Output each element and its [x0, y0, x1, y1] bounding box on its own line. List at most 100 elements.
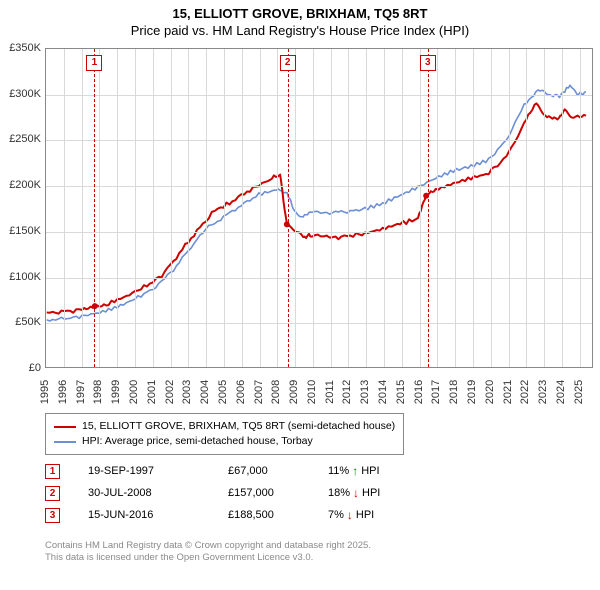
sales-row-diff-suffix: HPI: [362, 487, 380, 499]
x-tick-label: 2021: [502, 377, 514, 407]
sale-marker-line: [288, 49, 289, 367]
legend-item: HPI: Average price, semi-detached house,…: [54, 434, 395, 449]
y-tick-label: £350K: [1, 42, 41, 54]
x-gridline: [526, 49, 527, 367]
y-gridline: [46, 140, 592, 141]
x-gridline: [331, 49, 332, 367]
arrow-up-icon: ↑: [352, 464, 358, 478]
sales-row-price: £188,500: [228, 509, 328, 521]
y-tick-label: £100K: [1, 271, 41, 283]
x-gridline: [260, 49, 261, 367]
sales-row-diff: 7%↓HPI: [328, 508, 374, 522]
x-tick-label: 2022: [519, 377, 531, 407]
y-tick-label: £250K: [1, 133, 41, 145]
x-gridline: [455, 49, 456, 367]
x-tick-label: 2011: [324, 377, 336, 407]
sales-table: 119-SEP-1997£67,00011%↑HPI230-JUL-2008£1…: [45, 460, 380, 526]
x-gridline: [224, 49, 225, 367]
x-gridline: [402, 49, 403, 367]
x-tick-label: 2001: [146, 377, 158, 407]
chart-plot-area: 1 2 3: [45, 48, 593, 368]
sales-row-chip: 2: [45, 486, 60, 501]
sales-row: 119-SEP-1997£67,00011%↑HPI: [45, 460, 380, 482]
x-gridline: [384, 49, 385, 367]
x-tick-label: 2003: [181, 377, 193, 407]
legend-label: 15, ELLIOTT GROVE, BRIXHAM, TQ5 8RT (sem…: [82, 419, 395, 434]
y-tick-label: £0: [1, 362, 41, 374]
x-gridline: [437, 49, 438, 367]
sales-row-diff-pct: 7%: [328, 509, 344, 521]
footer-attribution: Contains HM Land Registry data © Crown c…: [45, 540, 371, 564]
sale-marker-line: [428, 49, 429, 367]
x-tick-label: 1997: [75, 377, 87, 407]
sales-row-diff-pct: 11%: [328, 465, 349, 477]
x-gridline: [509, 49, 510, 367]
x-tick-label: 2014: [377, 377, 389, 407]
sales-row: 3 15-JUN-2016£188,5007%↓HPI: [45, 504, 380, 526]
sales-row-price: £67,000: [228, 465, 328, 477]
y-gridline: [46, 278, 592, 279]
x-tick-label: 2009: [288, 377, 300, 407]
x-tick-label: 2020: [484, 377, 496, 407]
x-tick-label: 2017: [430, 377, 442, 407]
arrow-down-icon: ↓: [347, 508, 353, 522]
sale-marker-chip: 1: [86, 55, 102, 71]
x-tick-label: 2012: [341, 377, 353, 407]
x-gridline: [206, 49, 207, 367]
x-gridline: [99, 49, 100, 367]
x-gridline: [562, 49, 563, 367]
sale-marker-chip: 3: [420, 55, 436, 71]
x-gridline: [473, 49, 474, 367]
x-gridline: [313, 49, 314, 367]
y-gridline: [46, 95, 592, 96]
footer-line2: This data is licensed under the Open Gov…: [45, 552, 371, 564]
x-tick-label: 1996: [57, 377, 69, 407]
x-gridline: [64, 49, 65, 367]
x-tick-label: 1998: [92, 377, 104, 407]
title-address: 15, ELLIOTT GROVE, BRIXHAM, TQ5 8RT: [0, 6, 600, 21]
x-tick-label: 2024: [555, 377, 567, 407]
x-tick-label: 2023: [537, 377, 549, 407]
y-gridline: [46, 186, 592, 187]
legend-swatch: [54, 426, 76, 428]
chart-container: 15, ELLIOTT GROVE, BRIXHAM, TQ5 8RT Pric…: [0, 0, 600, 590]
sales-row-date: 19-SEP-1997: [88, 465, 228, 477]
x-gridline: [82, 49, 83, 367]
x-gridline: [117, 49, 118, 367]
x-tick-label: 2000: [128, 377, 140, 407]
title-block: 15, ELLIOTT GROVE, BRIXHAM, TQ5 8RT Pric…: [0, 0, 600, 42]
title-subtitle: Price paid vs. HM Land Registry's House …: [0, 23, 600, 38]
x-gridline: [295, 49, 296, 367]
sales-row-chip: 3: [45, 508, 60, 523]
x-gridline: [242, 49, 243, 367]
x-tick-label: 2018: [448, 377, 460, 407]
arrow-down-icon: ↓: [353, 486, 359, 500]
y-gridline: [46, 323, 592, 324]
chart-svg: [46, 49, 592, 367]
x-gridline: [491, 49, 492, 367]
sales-row-date: 15-JUN-2016: [88, 509, 228, 521]
x-tick-label: 1999: [110, 377, 122, 407]
sales-row-diff-suffix: HPI: [356, 509, 374, 521]
x-gridline: [420, 49, 421, 367]
x-tick-label: 2005: [217, 377, 229, 407]
y-gridline: [46, 232, 592, 233]
x-tick-label: 2008: [270, 377, 282, 407]
sales-row-diff: 18%↓HPI: [328, 486, 380, 500]
footer-line1: Contains HM Land Registry data © Crown c…: [45, 540, 371, 552]
sales-row-diff-pct: 18%: [328, 487, 350, 499]
sales-row-diff: 11%↑HPI: [328, 464, 380, 478]
x-gridline: [153, 49, 154, 367]
sale-marker-chip: 2: [280, 55, 296, 71]
legend-swatch: [54, 441, 76, 443]
legend: 15, ELLIOTT GROVE, BRIXHAM, TQ5 8RT (sem…: [45, 413, 404, 455]
x-tick-label: 2015: [395, 377, 407, 407]
x-gridline: [580, 49, 581, 367]
y-tick-label: £200K: [1, 179, 41, 191]
x-gridline: [544, 49, 545, 367]
x-tick-label: 2013: [359, 377, 371, 407]
sale-marker-line: [94, 49, 95, 367]
x-gridline: [188, 49, 189, 367]
sales-row-price: £157,000: [228, 487, 328, 499]
x-gridline: [277, 49, 278, 367]
